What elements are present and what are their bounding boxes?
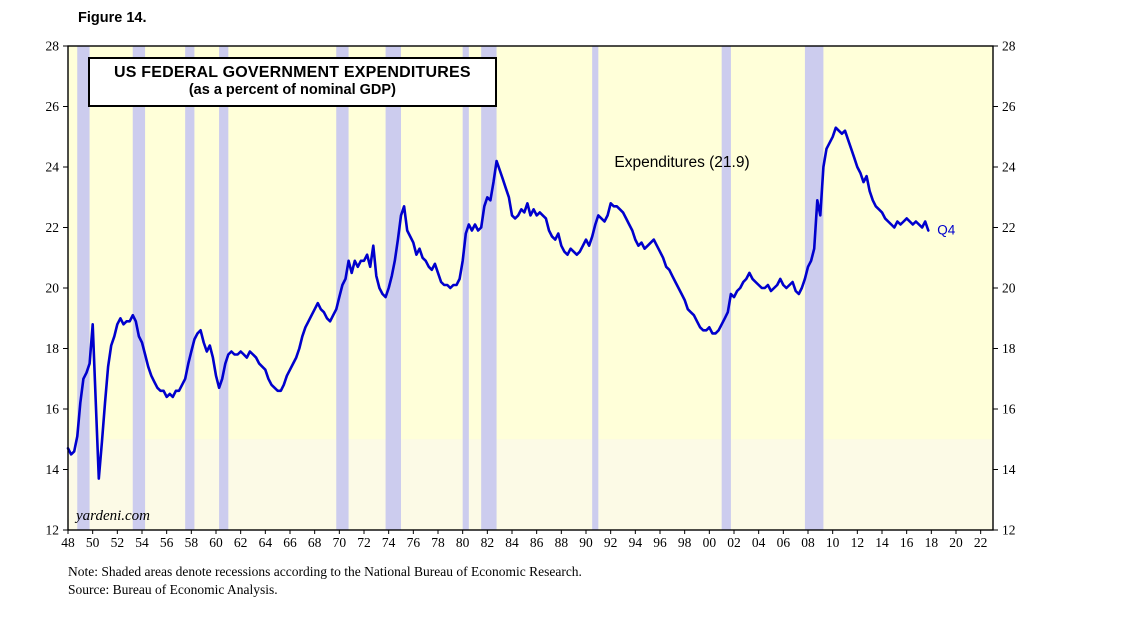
recession-band [592,46,599,530]
x-tick-label: 06 [777,535,791,550]
y-tick-label-left: 22 [46,220,60,235]
x-tick-label: 78 [431,535,445,550]
x-tick-label: 12 [851,535,865,550]
x-tick-label: 14 [875,535,889,550]
yardeni-watermark: yardeni.com [74,508,150,524]
note-recessions: Note: Shaded areas denote recessions acc… [68,564,582,579]
plot-frame [67,45,994,531]
x-tick-label: 56 [160,535,174,550]
x-tick-label: 88 [555,535,569,550]
recession-band [185,46,195,530]
y-tick-label-left: 14 [46,462,60,477]
chart-notes: Note: Shaded areas denote recessions acc… [68,563,582,598]
x-tick-label: 60 [209,535,223,550]
y-tick-label-right: 12 [1002,523,1016,538]
chart-title-box: US FEDERAL GOVERNMENT EXPENDITURES (as a… [88,57,497,107]
x-tick-label: 50 [86,535,100,550]
y-tick-label-right: 16 [1002,402,1016,417]
x-tick-label: 76 [407,535,421,550]
x-tick-label: 08 [801,535,815,550]
x-tick-label: 98 [678,535,692,550]
expenditures-annotation: Expenditures (21.9) [614,154,749,171]
x-tick-label: 66 [283,535,297,550]
x-tick-label: 04 [752,535,766,550]
recession-band [481,46,497,530]
y-tick-label-right: 18 [1002,341,1016,356]
x-tick-label: 72 [357,535,371,550]
x-tick-label: 82 [481,535,495,550]
expenditures-line [66,126,930,480]
x-tick-label: 16 [900,535,914,550]
x-tick-label: 02 [727,535,741,550]
note-source: Source: Bureau of Economic Analysis. [68,581,278,597]
x-tick-label: 64 [259,535,273,550]
x-tick-label: 68 [308,535,322,550]
expenditures-chart: 12 12 14 14 16 16 18 18 20 20 22 22 24 24 26 26 28 28 48 50… [46,39,1016,551]
y-tick-label-right: 14 [1002,462,1016,477]
x-tick-label: 20 [949,535,963,550]
x-tick-label: 86 [530,535,544,550]
x-tick-label: 18 [925,535,939,550]
y-tick-label-right: 24 [1002,160,1016,175]
q4-end-label: Q4 [937,223,956,238]
y-tick-label-left: 26 [46,99,60,114]
y-tick-label-left: 20 [46,281,60,296]
y-tick-label-left: 28 [46,39,60,54]
recession-band [132,46,146,530]
x-tick-label: 92 [604,535,618,550]
x-tick-label: 94 [629,535,643,550]
x-tick-label: 80 [456,535,470,550]
x-tick-label: 62 [234,535,248,550]
x-tick-label: 10 [826,535,840,550]
y-tick-label-right: 20 [1002,281,1016,296]
recession-band [385,46,401,530]
x-tick-label: 48 [61,535,75,550]
recession-band [804,46,824,530]
y-tick-label-left: 12 [46,523,60,538]
chart-title: US FEDERAL GOVERNMENT EXPENDITURES [114,64,471,81]
figure-caption: Figure 14. [78,10,147,26]
x-tick-label: 54 [135,535,149,550]
recession-band [77,46,90,530]
chart-subtitle: (as a percent of nominal GDP) [188,82,396,98]
recession-band [462,46,469,530]
x-tick-label: 22 [974,535,988,550]
x-tick-label: 70 [333,535,347,550]
plot-background-lower-band [68,439,993,530]
x-tick-label: 74 [382,535,396,550]
x-tick-label: 58 [185,535,199,550]
y-tick-label-left: 24 [46,160,60,175]
y-tick-label-right: 26 [1002,99,1016,114]
y-tick-label-left: 18 [46,341,60,356]
x-tick-label: 00 [703,535,717,550]
x-tick-label: 90 [579,535,593,550]
recession-band [721,46,731,530]
y-tick-label-right: 28 [1002,39,1016,54]
y-tick-label-right: 22 [1002,220,1016,235]
x-tick-label: 52 [111,535,125,550]
x-tick-label: 84 [505,535,519,550]
y-tick-label-left: 16 [46,402,60,417]
recession-band [219,46,229,530]
x-tick-label: 96 [653,535,667,550]
